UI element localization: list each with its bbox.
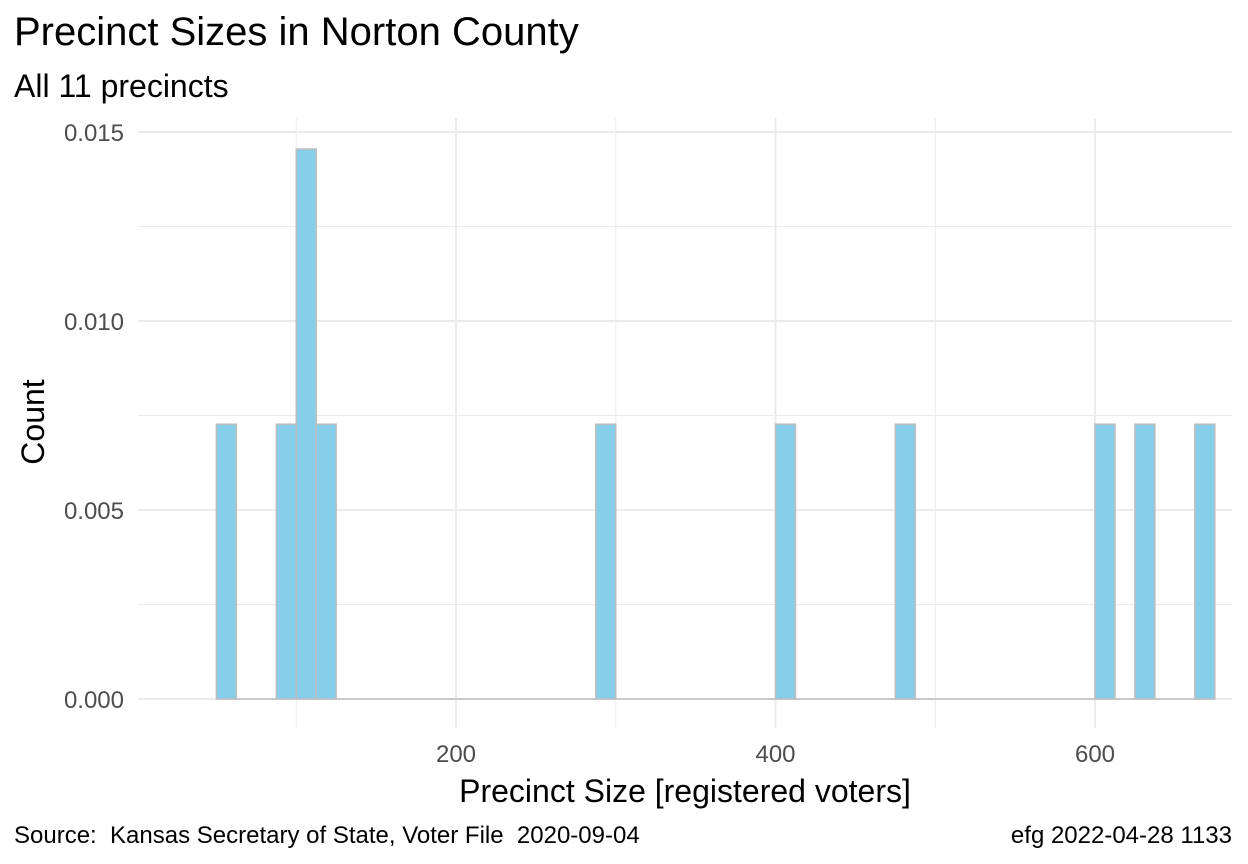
histogram-bar — [1134, 423, 1156, 700]
source-caption: Source: Kansas Secretary of State, Voter… — [14, 822, 640, 849]
y-tick-label: 0.015 — [64, 120, 124, 147]
histogram-bar — [275, 423, 297, 700]
histogram-bar — [1194, 423, 1216, 700]
x-tick-label: 200 — [436, 741, 476, 768]
histogram-bar — [1094, 423, 1116, 700]
y-tick-labels: 0.000 0.005 0.010 0.015 — [64, 120, 124, 714]
y-tick-label: 0.000 — [64, 687, 124, 714]
histogram-bar — [215, 423, 238, 700]
chart-subtitle: All 11 precincts — [14, 68, 229, 104]
histogram-bar — [774, 423, 797, 700]
y-tick-label: 0.010 — [64, 309, 124, 336]
x-tick-labels: 200 400 600 — [436, 741, 1115, 768]
x-tick-label: 400 — [755, 741, 795, 768]
y-axis-label: Count — [15, 379, 51, 465]
histogram-bar — [595, 423, 617, 700]
bars — [215, 148, 1216, 700]
author-caption: efg 2022-04-28 1133 — [1010, 822, 1232, 849]
histogram-bar — [894, 423, 917, 700]
x-tick-label: 600 — [1075, 741, 1115, 768]
histogram-bar — [295, 148, 317, 700]
chart-title: Precinct Sizes in Norton County — [14, 10, 579, 54]
y-tick-label: 0.005 — [64, 498, 124, 525]
x-axis-label: Precinct Size [registered voters] — [459, 773, 911, 809]
histogram-bar — [315, 423, 337, 700]
